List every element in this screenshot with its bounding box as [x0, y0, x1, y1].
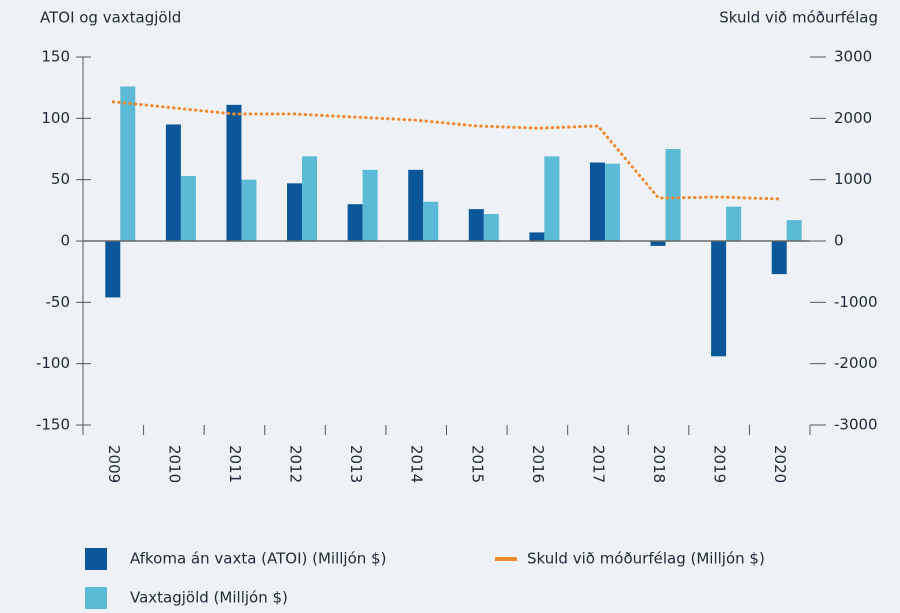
bar	[105, 241, 121, 298]
x-tick-label: 2017	[589, 445, 607, 483]
bar	[226, 104, 242, 241]
legend-swatch	[85, 587, 107, 609]
x-tick-label: 2016	[529, 445, 547, 483]
x-tick-label: 2020	[771, 445, 789, 483]
y2-axis-title: Skuld við móðurfélag	[719, 9, 878, 27]
bar	[468, 209, 484, 241]
bar	[726, 206, 742, 241]
x-tick-label: 2009	[105, 445, 123, 483]
bar	[771, 241, 787, 275]
y2-tick-label: 2000	[834, 109, 872, 127]
bar	[544, 156, 560, 241]
x-tick-label: 2013	[347, 445, 365, 483]
bar	[483, 214, 499, 241]
bar	[408, 169, 424, 241]
y-axis-title: ATOI og vaxtagjöld	[40, 9, 181, 27]
legend-label: Vaxtagjöld (Milljón $)	[130, 589, 288, 607]
bar	[362, 169, 378, 241]
bar	[711, 241, 727, 357]
bar	[241, 179, 257, 241]
bar	[120, 86, 136, 241]
bar	[302, 156, 318, 241]
bar	[589, 162, 605, 241]
legend-label: Afkoma án vaxta (ATOI) (Milljón $)	[130, 550, 386, 568]
bar	[665, 149, 681, 241]
x-tick-label: 2015	[468, 445, 486, 483]
legend-swatch	[85, 548, 107, 570]
x-tick-label: 2010	[165, 445, 183, 483]
line	[111, 100, 782, 201]
bar	[423, 201, 439, 241]
y2-tick-label: 1000	[834, 170, 872, 188]
bar	[165, 124, 181, 241]
y-tick-label: -100	[36, 354, 70, 372]
y-tick-label: -150	[36, 416, 70, 434]
x-tick-label: 2018	[650, 445, 668, 483]
legend-label: Skuld við móðurfélag (Milljón $)	[527, 550, 765, 568]
x-tick-label: 2011	[226, 445, 244, 483]
bar	[604, 163, 620, 241]
y-tick-label: 100	[41, 109, 70, 127]
x-tick-label: 2019	[711, 445, 729, 483]
x-tick-label: 2012	[287, 445, 305, 483]
y2-tick-label: 0	[834, 232, 844, 250]
y-tick-label: -50	[46, 293, 71, 311]
bar	[650, 241, 666, 246]
y2-tick-label: -3000	[834, 416, 878, 434]
bar	[180, 175, 196, 241]
y2-tick-label: 3000	[834, 48, 872, 66]
bar	[287, 183, 303, 241]
bar	[347, 204, 363, 241]
bar	[529, 232, 545, 241]
y-tick-label: 150	[41, 48, 70, 66]
x-tick-label: 2014	[408, 445, 426, 483]
bar	[786, 220, 802, 241]
y-tick-label: 50	[51, 170, 70, 188]
y2-tick-label: -1000	[834, 293, 878, 311]
y2-tick-label: -2000	[834, 354, 878, 372]
y-tick-label: 0	[60, 232, 70, 250]
